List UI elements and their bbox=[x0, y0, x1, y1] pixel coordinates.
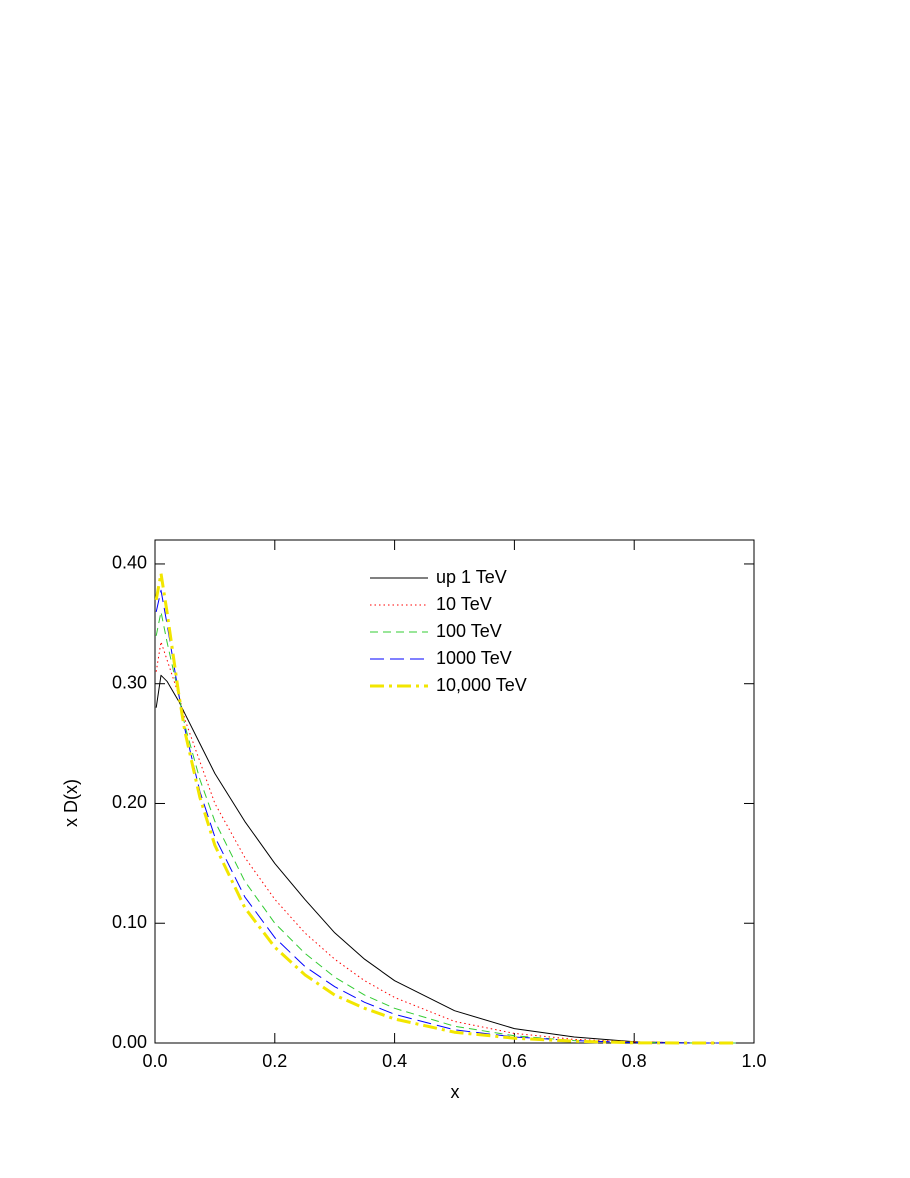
legend-label: up 1 TeV bbox=[436, 567, 507, 587]
legend-label: 1000 TeV bbox=[436, 648, 512, 668]
plot-frame bbox=[154, 539, 755, 1044]
series-line bbox=[155, 641, 736, 1044]
series-line bbox=[155, 674, 736, 1044]
series-line bbox=[154, 572, 736, 1045]
legend-label: 10,000 TeV bbox=[436, 675, 527, 695]
x-tick-label: 0.4 bbox=[382, 1051, 407, 1071]
y-tick-label: 0.00 bbox=[112, 1032, 147, 1052]
series-line bbox=[155, 589, 736, 1044]
x-axis-title: x bbox=[451, 1082, 460, 1102]
y-tick-label: 0.40 bbox=[112, 553, 147, 573]
legend-label: 10 TeV bbox=[436, 594, 492, 614]
x-tick-label: 1.0 bbox=[741, 1051, 766, 1071]
y-axis-title: x D(x) bbox=[61, 779, 81, 827]
x-tick-label: 0.0 bbox=[142, 1051, 167, 1071]
x-tick-label: 0.2 bbox=[262, 1051, 287, 1071]
y-tick-label: 0.10 bbox=[112, 912, 147, 932]
x-tick-label: 0.8 bbox=[622, 1051, 647, 1071]
x-tick-label: 0.6 bbox=[502, 1051, 527, 1071]
y-tick-label: 0.30 bbox=[112, 672, 147, 692]
legend-label: 100 TeV bbox=[436, 621, 502, 641]
y-tick-label: 0.20 bbox=[112, 792, 147, 812]
